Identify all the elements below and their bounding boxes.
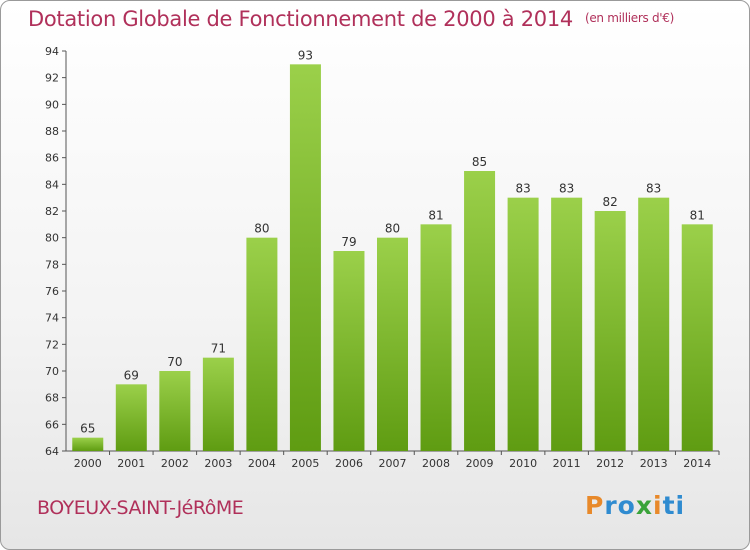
data-label: 79 — [341, 235, 356, 249]
y-tick-label: 66 — [45, 418, 59, 431]
y-tick-label: 94 — [45, 45, 59, 58]
x-tick-label: 2010 — [509, 457, 537, 470]
bar — [507, 197, 539, 451]
data-label: 82 — [603, 195, 618, 209]
x-tick-label: 2008 — [422, 457, 450, 470]
x-tick-label: 2006 — [335, 457, 363, 470]
bar — [420, 224, 452, 451]
y-tick-label: 74 — [45, 312, 59, 325]
bar — [159, 371, 191, 451]
bar — [594, 211, 626, 451]
y-tick-label: 88 — [45, 125, 59, 138]
bar — [72, 437, 104, 451]
y-tick-label: 76 — [45, 285, 59, 298]
data-label: 70 — [167, 355, 182, 369]
data-label: 83 — [515, 182, 530, 196]
data-label: 65 — [80, 422, 95, 436]
title-text: Dotation Globale de Fonctionnement de 20… — [28, 7, 573, 31]
x-tick-label: 2009 — [466, 457, 494, 470]
y-tick-label: 78 — [45, 258, 59, 271]
x-tick-label: 2003 — [204, 457, 232, 470]
bar — [333, 251, 365, 451]
y-tick-label: 92 — [45, 72, 59, 85]
x-tick-label: 2001 — [117, 457, 145, 470]
data-label: 83 — [646, 182, 661, 196]
brand-letter: r — [604, 491, 618, 520]
data-label: 81 — [690, 208, 705, 222]
bar — [638, 197, 670, 451]
chart-title: Dotation Globale de Fonctionnement de 20… — [28, 7, 674, 31]
x-tick-label: 2004 — [248, 457, 276, 470]
x-tick-label: 2011 — [553, 457, 581, 470]
y-tick-label: 64 — [45, 445, 59, 458]
y-tick-label: 70 — [45, 365, 59, 378]
data-label: 80 — [254, 222, 269, 236]
brand-letter: o — [617, 491, 636, 520]
y-tick-label: 90 — [45, 98, 59, 111]
brand-letter: x — [635, 491, 653, 520]
data-label: 93 — [298, 48, 313, 62]
x-tick-label: 2007 — [379, 457, 407, 470]
commune-name: BOYEUX-SAINT-JéRôME — [37, 497, 244, 519]
brand-letter: i — [653, 491, 663, 520]
bar — [115, 384, 147, 451]
data-label: 81 — [428, 208, 443, 222]
y-tick-label: 84 — [45, 178, 59, 191]
proxiti-logo: Proxiti — [585, 491, 685, 520]
x-tick-label: 2002 — [161, 457, 189, 470]
x-tick-label: 2012 — [596, 457, 624, 470]
x-tick-label: 2013 — [640, 457, 668, 470]
bar — [377, 237, 408, 451]
bar — [551, 197, 583, 451]
data-label: 71 — [211, 342, 226, 356]
brand-letter: t — [662, 491, 676, 520]
brand-letter: i — [675, 491, 686, 520]
bar — [202, 357, 234, 451]
y-tick-label: 86 — [45, 152, 59, 165]
bar — [289, 64, 321, 452]
unit-note: (en milliers d'€) — [584, 11, 674, 25]
data-label: 69 — [124, 368, 139, 382]
x-tick-label: 2000 — [74, 457, 102, 470]
data-label: 80 — [385, 222, 400, 236]
data-label: 83 — [559, 182, 574, 196]
bar — [464, 171, 496, 451]
x-tick-label: 2014 — [683, 457, 711, 470]
y-tick-label: 72 — [45, 338, 59, 351]
y-tick-label: 80 — [45, 232, 59, 245]
bar — [681, 224, 713, 451]
y-tick-label: 82 — [45, 205, 59, 218]
brand-letter: P — [585, 491, 605, 520]
data-label: 85 — [472, 155, 487, 169]
y-tick-label: 68 — [45, 392, 59, 405]
x-tick-label: 2005 — [291, 457, 319, 470]
bar — [246, 237, 278, 451]
